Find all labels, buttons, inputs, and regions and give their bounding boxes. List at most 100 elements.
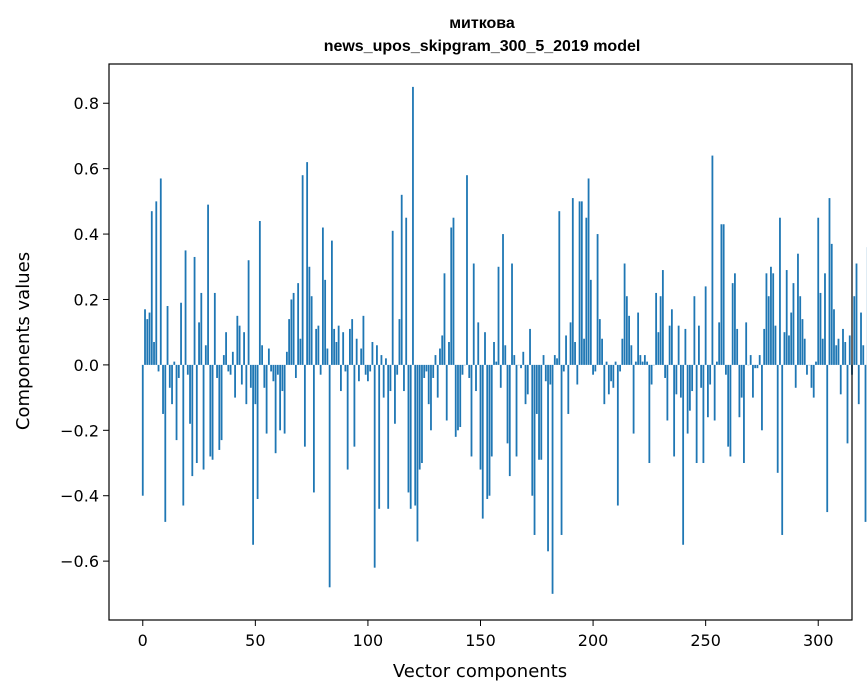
bar-279 <box>770 266 772 365</box>
bar-100 <box>367 364 369 382</box>
bar-234 <box>668 325 671 365</box>
bar-119 <box>409 364 412 509</box>
bar-252 <box>709 364 712 385</box>
bar-237 <box>675 364 678 395</box>
bar-47 <box>247 260 250 365</box>
bar-105 <box>378 364 381 509</box>
bar-226 <box>650 364 653 385</box>
bar-14 <box>173 361 176 365</box>
bar-200 <box>592 364 594 375</box>
bar-311 <box>842 328 844 365</box>
y-tick-label-6: 0.6 <box>74 160 99 179</box>
bar-190 <box>569 322 572 365</box>
bar-107 <box>382 364 385 398</box>
bar-48 <box>249 364 252 388</box>
bar-232 <box>664 364 667 378</box>
bar-236 <box>673 364 676 457</box>
bar-78 <box>317 325 320 365</box>
bar-289 <box>792 283 795 365</box>
bar-41 <box>234 364 236 398</box>
bar-12 <box>168 364 171 388</box>
bar-309 <box>837 338 840 365</box>
bar-139 <box>454 364 457 437</box>
bar-174 <box>533 364 536 535</box>
bar-257 <box>720 224 723 365</box>
bar-256 <box>718 322 721 365</box>
bar-0 <box>141 364 144 496</box>
bar-109 <box>387 364 390 509</box>
x-tick-label-0: 0 <box>138 631 148 650</box>
bar-162 <box>506 364 509 444</box>
bar-52 <box>258 220 261 365</box>
bar-299 <box>815 361 817 365</box>
bar-8 <box>159 178 162 365</box>
bar-9 <box>162 364 164 414</box>
bar-97 <box>360 348 363 365</box>
bar-295 <box>806 364 808 375</box>
bar-189 <box>567 364 570 414</box>
bar-145 <box>468 364 471 378</box>
bar-24 <box>195 364 198 464</box>
bar-21 <box>189 364 191 424</box>
bar-129 <box>432 364 435 378</box>
bar-151 <box>481 364 484 519</box>
bar-229 <box>657 332 660 365</box>
bar-117 <box>405 217 408 365</box>
bar-133 <box>441 335 444 365</box>
bar-94 <box>353 364 356 447</box>
bar-45 <box>243 332 245 365</box>
bar-46 <box>245 364 248 405</box>
bar-241 <box>684 328 687 365</box>
x-tick-label-50: 50 <box>245 631 265 650</box>
bar-155 <box>490 364 493 457</box>
bar-17 <box>180 302 182 365</box>
bar-147 <box>472 263 475 365</box>
y-tick-label-3: 0.0 <box>74 356 99 375</box>
bar-316 <box>853 296 856 365</box>
bar-6 <box>155 201 158 365</box>
bar-141 <box>459 364 462 428</box>
bar-314 <box>848 335 851 365</box>
bar-211 <box>616 364 619 506</box>
bar-31 <box>211 364 214 460</box>
bar-49 <box>252 364 254 545</box>
bars-group <box>141 86 867 594</box>
bar-44 <box>240 364 243 385</box>
bar-165 <box>513 355 516 365</box>
bar-318 <box>857 364 860 405</box>
bar-59 <box>274 364 277 454</box>
bar-126 <box>425 364 428 372</box>
x-tick-label-200: 200 <box>578 631 609 650</box>
bar-51 <box>256 364 259 499</box>
bar-159 <box>499 364 502 388</box>
bar-152 <box>484 332 486 365</box>
bar-170 <box>524 364 527 405</box>
bar-91 <box>346 364 349 470</box>
bar-106 <box>380 355 383 365</box>
bar-213 <box>621 338 624 365</box>
bar-274 <box>758 355 761 365</box>
bar-89 <box>342 332 345 365</box>
bar-191 <box>571 198 574 365</box>
bar-25 <box>198 322 200 365</box>
bar-26 <box>200 292 203 365</box>
y-tick-label-7: 0.8 <box>74 94 99 113</box>
bar-193 <box>576 364 579 385</box>
bar-118 <box>407 364 410 493</box>
chart-title-line-1: миткова <box>449 15 515 32</box>
bar-238 <box>677 325 680 365</box>
bar-153 <box>486 364 489 499</box>
bar-3 <box>148 312 151 365</box>
bar-101 <box>369 364 372 372</box>
bar-7 <box>157 364 160 372</box>
bar-207 <box>607 364 610 395</box>
bar-93 <box>351 319 354 365</box>
bar-208 <box>610 364 612 382</box>
bar-112 <box>394 364 396 424</box>
bar-214 <box>623 263 626 365</box>
bar-80 <box>321 227 324 365</box>
bar-69 <box>297 283 300 365</box>
bar-77 <box>315 328 318 365</box>
bar-120 <box>412 86 414 365</box>
y-tick-label-4: 0.2 <box>74 290 99 309</box>
